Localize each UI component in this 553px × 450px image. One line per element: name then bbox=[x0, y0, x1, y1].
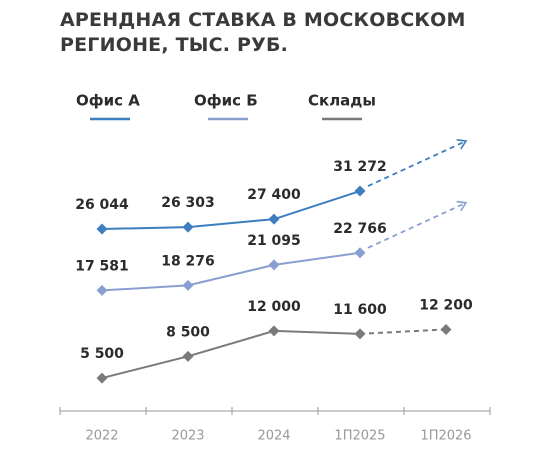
x-tick-label: 2022 bbox=[85, 429, 118, 444]
point bbox=[96, 284, 108, 296]
data-label: 27 400 bbox=[247, 187, 301, 203]
x-tick-label: 1П2025 bbox=[334, 429, 385, 444]
legend-label: Офис Б bbox=[194, 92, 258, 110]
point bbox=[354, 328, 366, 340]
point bbox=[268, 213, 280, 225]
point bbox=[182, 221, 194, 233]
point bbox=[354, 247, 366, 259]
data-label: 5 500 bbox=[80, 346, 124, 362]
legend-label: Офис А bbox=[76, 92, 140, 110]
x-tick-label: 1П2026 bbox=[420, 429, 471, 444]
data-label: 21 095 bbox=[247, 233, 301, 249]
chart-title: АРЕНДНАЯ СТАВКА В МОСКОВСКОМ РЕГИОНЕ, ТЫ… bbox=[60, 9, 466, 56]
x-tick-label: 2023 bbox=[171, 429, 204, 444]
x-tick-label: 2024 bbox=[257, 429, 290, 444]
point bbox=[354, 185, 366, 197]
legend-label: Склады bbox=[308, 92, 376, 110]
point bbox=[268, 325, 280, 337]
series-line bbox=[101, 251, 361, 292]
forecast-line bbox=[359, 328, 447, 335]
point bbox=[268, 259, 280, 271]
point bbox=[440, 323, 452, 335]
data-label: 22 766 bbox=[333, 221, 387, 237]
series-line bbox=[101, 329, 361, 380]
data-label: 8 500 bbox=[166, 324, 210, 340]
data-label: 12 200 bbox=[419, 297, 473, 313]
data-label: 18 276 bbox=[161, 253, 215, 269]
data-label: 11 600 bbox=[333, 302, 387, 318]
point bbox=[182, 279, 194, 291]
data-label: 12 000 bbox=[247, 299, 301, 315]
data-label: 17 581 bbox=[75, 258, 129, 274]
data-label: 26 044 bbox=[75, 197, 129, 213]
data-label: 31 272 bbox=[333, 159, 387, 175]
point bbox=[96, 372, 108, 384]
series-line bbox=[101, 190, 361, 230]
point bbox=[182, 350, 194, 362]
data-label: 26 303 bbox=[161, 195, 215, 211]
point bbox=[96, 223, 108, 235]
